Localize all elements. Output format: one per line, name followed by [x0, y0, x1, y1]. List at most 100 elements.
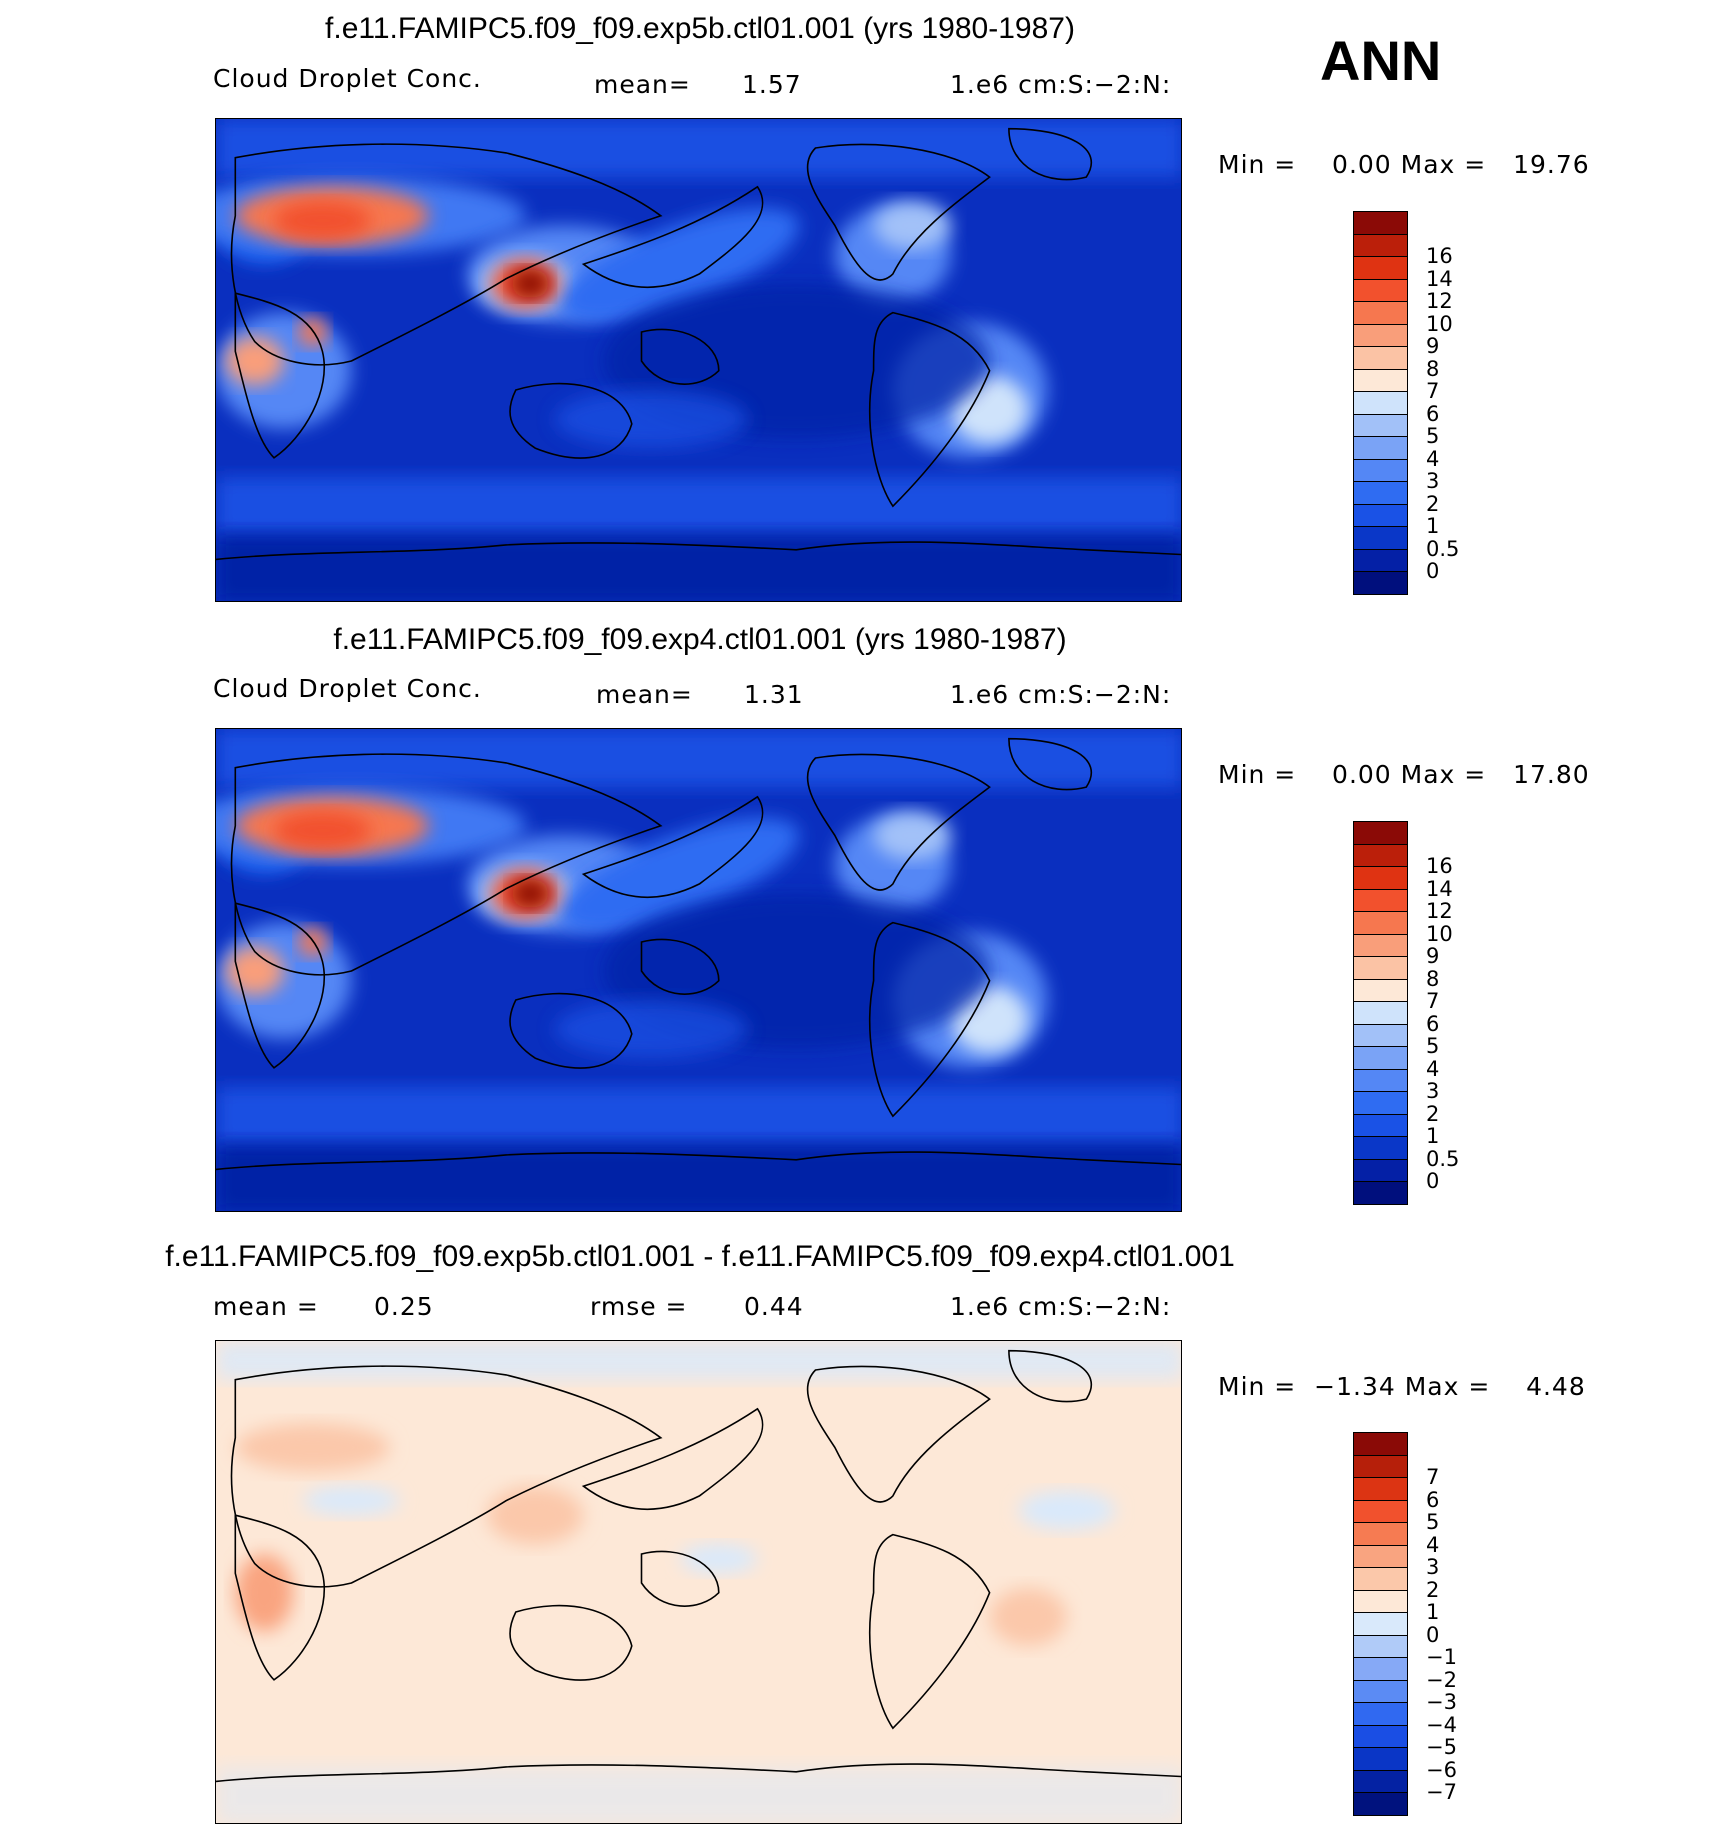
panel-2-minmax: Min = 0.00 Max = 17.80: [1218, 760, 1590, 789]
colorbar-tick-label: −3: [1426, 1690, 1457, 1714]
colorbar-tick-label: −2: [1426, 1667, 1457, 1692]
colorbar-tick-label: 10: [1426, 311, 1453, 336]
panel-3-units: 1.e6 cm:S:−2:N:: [950, 1292, 1172, 1321]
colorbar-swatch: [1353, 1136, 1408, 1160]
colorbar-swatch: [1353, 211, 1408, 235]
colorbar-tick-label: 5: [1426, 1034, 1440, 1058]
colorbar-swatch: [1353, 866, 1408, 890]
colorbar-swatch: [1353, 1091, 1408, 1115]
colorbar-swatch: [1353, 1612, 1408, 1636]
colorbar-swatch: [1353, 1792, 1408, 1816]
colorbar-tick-label: 3: [1426, 469, 1440, 493]
colorbar-tick-label: 0.5: [1426, 536, 1460, 561]
colorbar-swatch: [1353, 1432, 1408, 1456]
colorbar-swatch: [1353, 1679, 1408, 1703]
panel-3-mean-label: mean =: [213, 1292, 319, 1321]
colorbar-swatch: [1353, 1023, 1408, 1047]
panel-3-mean-value: 0.25: [374, 1292, 434, 1321]
colorbar-swatch: [1353, 1702, 1408, 1726]
season-label: ANN: [1320, 29, 1442, 92]
colorbar-swatch: [1353, 233, 1408, 257]
colorbar-swatch: [1353, 1769, 1408, 1793]
panel-1-title: f.e11.FAMIPC5.f09_f09.exp5b.ctl01.001 (y…: [325, 12, 1075, 45]
colorbar-tick-label: 5: [1426, 424, 1440, 448]
colorbar-tick-label: 10: [1426, 921, 1453, 946]
colorbar-swatch: [1353, 391, 1408, 415]
colorbar-tick-label: −7: [1426, 1780, 1457, 1804]
panel-1-colorbar: 0 0.5 1 2 3 4 5 6 7 8 9 10 12 14 16: [1353, 211, 1459, 595]
colorbar-tick-label: 3: [1426, 1079, 1440, 1103]
colorbar-swatch: [1353, 843, 1408, 867]
colorbar-swatch: [1353, 1181, 1408, 1205]
panel-1-mean-value: 1.57: [742, 70, 802, 99]
colorbar-swatch: [1353, 1454, 1408, 1478]
colorbar-swatch: [1353, 1158, 1408, 1182]
colorbar-swatch: [1353, 436, 1408, 460]
colorbar-swatch: [1353, 526, 1408, 550]
colorbar-tick-label: 4: [1426, 1056, 1440, 1081]
panel-3-minmax: Min = −1.34 Max = 4.48: [1218, 1372, 1586, 1401]
panel-3-rmse-value: 0.44: [744, 1292, 804, 1321]
colorbar-tick-label: 6: [1426, 401, 1440, 426]
colorbar-swatch: [1353, 1522, 1408, 1546]
map-field: [216, 119, 1181, 601]
colorbar-swatch: [1353, 888, 1408, 912]
colorbar-swatch: [1353, 503, 1408, 527]
colorbar-tick-label: 7: [1426, 1465, 1440, 1489]
colorbar-tick-label: 1: [1426, 1600, 1440, 1624]
colorbar-swatch: [1353, 1113, 1408, 1137]
panel-3-rmse-label: rmse =: [590, 1292, 688, 1321]
colorbar-swatch: [1353, 978, 1408, 1002]
colorbar-swatch: [1353, 1589, 1408, 1613]
colorbar-tick-label: 2: [1426, 1101, 1440, 1126]
colorbar-tick-label: 16: [1426, 244, 1453, 268]
panel-2-title: f.e11.FAMIPC5.f09_f09.exp4.ctl01.001 (yr…: [333, 623, 1067, 656]
colorbar-tick-label: 12: [1426, 289, 1453, 313]
colorbar-swatch: [1353, 323, 1408, 347]
colorbar-tick-label: 8: [1426, 966, 1440, 991]
colorbar-swatch: [1353, 548, 1408, 572]
colorbar-tick-label: 2: [1426, 491, 1440, 516]
colorbar-swatch: [1353, 1046, 1408, 1070]
colorbar-swatch: [1353, 1747, 1408, 1771]
panel-2-colorbar: 0 0.5 1 2 3 4 5 6 7 8 9 10 12 14 16: [1353, 821, 1459, 1205]
colorbar-swatch: [1353, 1657, 1408, 1681]
panel-2-units: 1.e6 cm:S:−2:N:: [950, 680, 1172, 709]
map-field: [216, 729, 1181, 1211]
colorbar-tick-label: 0: [1426, 1622, 1440, 1647]
colorbar-swatch: [1353, 481, 1408, 505]
colorbar-swatch: [1353, 571, 1408, 595]
colorbar-tick-label: 5: [1426, 1510, 1440, 1534]
colorbar-swatch: [1353, 821, 1408, 845]
colorbar-swatch: [1353, 1634, 1408, 1658]
colorbar-swatch: [1353, 346, 1408, 370]
colorbar-tick-label: 6: [1426, 1011, 1440, 1036]
colorbar-tick-label: −6: [1426, 1757, 1457, 1782]
colorbar-tick-label: 9: [1426, 334, 1440, 358]
colorbar-tick-label: 0.5: [1426, 1146, 1460, 1171]
panel-1-mean-label: mean=: [594, 70, 691, 99]
panel-1-variable: Cloud Droplet Conc.: [213, 64, 482, 93]
colorbar-tick-label: 9: [1426, 944, 1440, 968]
colorbar-swatch: [1353, 301, 1408, 325]
colorbar-tick-label: −1: [1426, 1645, 1457, 1669]
panel-2-mean-label: mean=: [596, 680, 693, 709]
colorbar-swatch: [1353, 1001, 1408, 1025]
colorbar-swatch: [1353, 911, 1408, 935]
colorbar-tick-label: 1: [1426, 1124, 1440, 1148]
colorbar-tick-label: −4: [1426, 1712, 1457, 1737]
map-field: [216, 1341, 1181, 1823]
panel-1-map: [215, 118, 1182, 602]
colorbar-swatch: [1353, 458, 1408, 482]
colorbar-tick-label: 7: [1426, 989, 1440, 1013]
panel-2-variable: Cloud Droplet Conc.: [213, 674, 482, 703]
colorbar-tick-label: 6: [1426, 1487, 1440, 1512]
colorbar-tick-label: 8: [1426, 356, 1440, 381]
colorbar-swatch: [1353, 1724, 1408, 1748]
colorbar-tick-label: 14: [1426, 266, 1453, 291]
colorbar-swatch: [1353, 278, 1408, 302]
panel-2-map: [215, 728, 1182, 1212]
colorbar-swatch: [1353, 413, 1408, 437]
colorbar-swatch: [1353, 1068, 1408, 1092]
panel-3-map: [215, 1340, 1182, 1824]
